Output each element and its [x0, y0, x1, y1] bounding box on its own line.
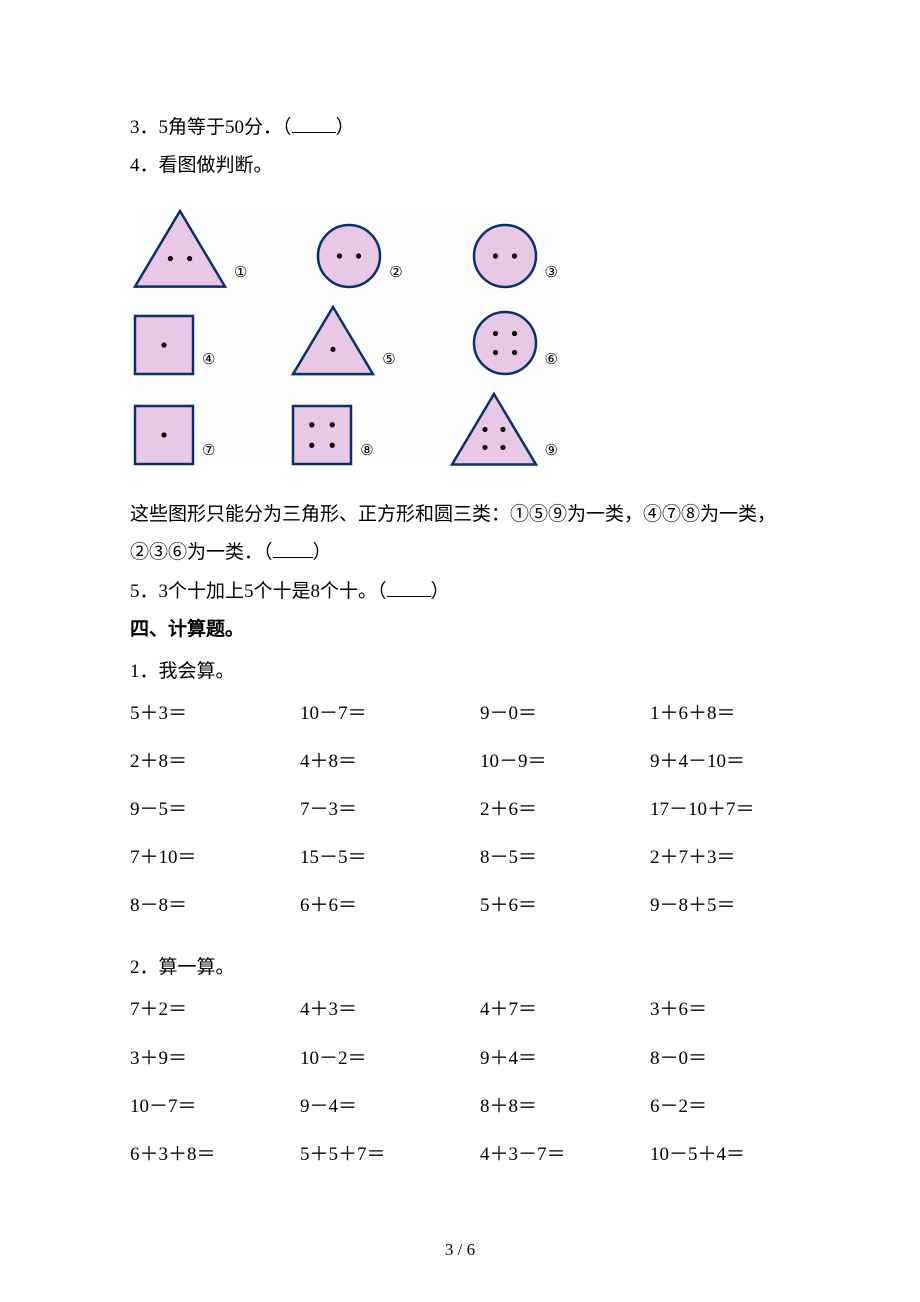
calc-cell: 9＋4＝ [480, 1041, 650, 1077]
page: 3．5角等于50分．（ ） 4．看图做判断。 ① ② ③ ④ ⑤ ⑥ ⑦ ⑧ ⑨ 这些图形只能分为… [0, 0, 920, 1302]
shape-enum: ⑥ [545, 346, 558, 375]
calc-cell: 5＋3＝ [130, 696, 300, 732]
q4-text: 看图做判断。 [159, 155, 273, 176]
section4-heading: 四、计算题。 [130, 612, 790, 648]
triangle-icon [132, 208, 228, 290]
q3-num: 3． [130, 117, 159, 138]
shape-cell: ① [132, 208, 247, 290]
calc-cell: 8－0＝ [650, 1041, 790, 1077]
calc-cell: 10－9＝ [480, 744, 650, 780]
calc-cell: 5＋5＋7＝ [300, 1137, 480, 1173]
shape-cell: ④ [132, 313, 215, 377]
shape-enum: ③ [545, 259, 558, 288]
calc-cell: 6＋3＋8＝ [130, 1137, 300, 1173]
q3-line: 3．5角等于50分．（ ） [130, 110, 790, 146]
shapes-panel: ① ② ③ ④ ⑤ ⑥ ⑦ ⑧ ⑨ [130, 208, 560, 467]
calc-cell: 8－5＝ [480, 840, 650, 876]
calc-cell: 7＋2＝ [130, 992, 300, 1028]
shape-cell: ⑤ [290, 304, 395, 377]
calc-cell: 6－2＝ [650, 1089, 790, 1125]
q5-blank [387, 579, 431, 596]
circle-icon [471, 222, 539, 290]
calc-cell: 10－5＋4＝ [650, 1137, 790, 1173]
q5-text-a: 3个十加上5个十是8个十。（ [159, 581, 387, 602]
calc1-table: 5＋3＝10－7＝9－0＝1＋6＋8＝ 2＋8＝4＋8＝10－9＝9＋4－10＝ 9… [130, 696, 790, 924]
q4-desc-line1: 这些图形只能分为三角形、正方形和圆三类：①⑤⑨为一类，④⑦⑧为一类， [130, 497, 790, 533]
q4-line: 4．看图做判断。 [130, 148, 790, 184]
calc-cell: 7－3＝ [300, 792, 480, 828]
calc-cell: 4＋7＝ [480, 992, 650, 1028]
calc2-text: 算一算。 [159, 957, 235, 978]
q5-num: 5． [130, 581, 159, 602]
calc-cell: 6＋6＝ [300, 888, 480, 924]
shapes-row: ⑦ ⑧ ⑨ [130, 391, 560, 468]
calc2-num: 2． [130, 957, 159, 978]
calc-cell: 9－5＝ [130, 792, 300, 828]
calc-cell: 2＋8＝ [130, 744, 300, 780]
calc1-text: 我会算。 [159, 661, 235, 682]
shape-enum: ⑨ [545, 437, 558, 466]
shape-cell: ⑦ [132, 403, 215, 467]
calc-cell: 4＋3－7＝ [480, 1137, 650, 1173]
calc-cell: 10－7＝ [130, 1089, 300, 1125]
shape-enum: ① [234, 259, 247, 288]
calc-cell: 9－4＝ [300, 1089, 480, 1125]
calc1-title: 1．我会算。 [130, 654, 790, 690]
circle-icon [315, 222, 383, 290]
calc-cell: 1＋6＋8＝ [650, 696, 790, 732]
calc-cell: 9－0＝ [480, 696, 650, 732]
calc-cell: 4＋8＝ [300, 744, 480, 780]
calc1-num: 1． [130, 661, 159, 682]
calc-cell: 8＋8＝ [480, 1089, 650, 1125]
page-number: 3 / 6 [0, 1234, 920, 1266]
shapes-row: ④ ⑤ ⑥ [130, 304, 560, 377]
calc-cell: 10－2＝ [300, 1041, 480, 1077]
shape-cell: ③ [471, 222, 558, 290]
q3-blank [292, 116, 336, 133]
q3-close: ） [336, 117, 355, 138]
square-icon [132, 313, 196, 377]
q5-text-b: ） [431, 581, 450, 602]
shape-cell: ② [315, 222, 402, 290]
shapes-row: ① ② ③ [130, 208, 560, 290]
shape-enum: ④ [202, 346, 215, 375]
shape-enum: ⑤ [382, 346, 395, 375]
calc-cell: 7＋10＝ [130, 840, 300, 876]
calc-cell: 9－8＋5＝ [650, 888, 790, 924]
calc-cell: 8－8＝ [130, 888, 300, 924]
shape-enum: ⑧ [360, 437, 373, 466]
shape-enum: ② [389, 259, 402, 288]
shape-cell: ⑥ [471, 309, 558, 377]
q4-desc-blank [273, 541, 313, 558]
calc2-table: 7＋2＝4＋3＝4＋7＝3＋6＝ 3＋9＝10－2＝9＋4＝8－0＝ 10－7＝9－… [130, 992, 790, 1172]
square-icon [290, 403, 354, 467]
circle-icon [471, 309, 539, 377]
calc-cell: 9＋4－10＝ [650, 744, 790, 780]
shape-cell: ⑧ [290, 403, 373, 467]
q4-desc-2a: ②③⑥为一类．（ [130, 542, 273, 563]
calc-cell: 15－5＝ [300, 840, 480, 876]
shape-cell: ⑨ [449, 391, 558, 468]
shape-enum: ⑦ [202, 437, 215, 466]
triangle-icon [290, 304, 376, 377]
calc-cell: 5＋6＝ [480, 888, 650, 924]
calc-cell: 4＋3＝ [300, 992, 480, 1028]
calc-cell: 3＋6＝ [650, 992, 790, 1028]
q4-num: 4． [130, 155, 159, 176]
calc-cell: 3＋9＝ [130, 1041, 300, 1077]
calc2-title: 2．算一算。 [130, 950, 790, 986]
q5-line: 5．3个十加上5个十是8个十。（ ） [130, 574, 790, 610]
square-icon [132, 403, 196, 467]
q4-desc-2b: ） [313, 542, 332, 563]
calc-cell: 2＋7＋3＝ [650, 840, 790, 876]
q3-text: 5角等于50分．（ [159, 117, 292, 138]
triangle-icon [449, 391, 539, 468]
calc-cell: 2＋6＝ [480, 792, 650, 828]
calc-cell: 17－10＋7＝ [650, 792, 790, 828]
calc-cell: 10－7＝ [300, 696, 480, 732]
q4-desc-line2: ②③⑥为一类．（ ） [130, 535, 790, 571]
